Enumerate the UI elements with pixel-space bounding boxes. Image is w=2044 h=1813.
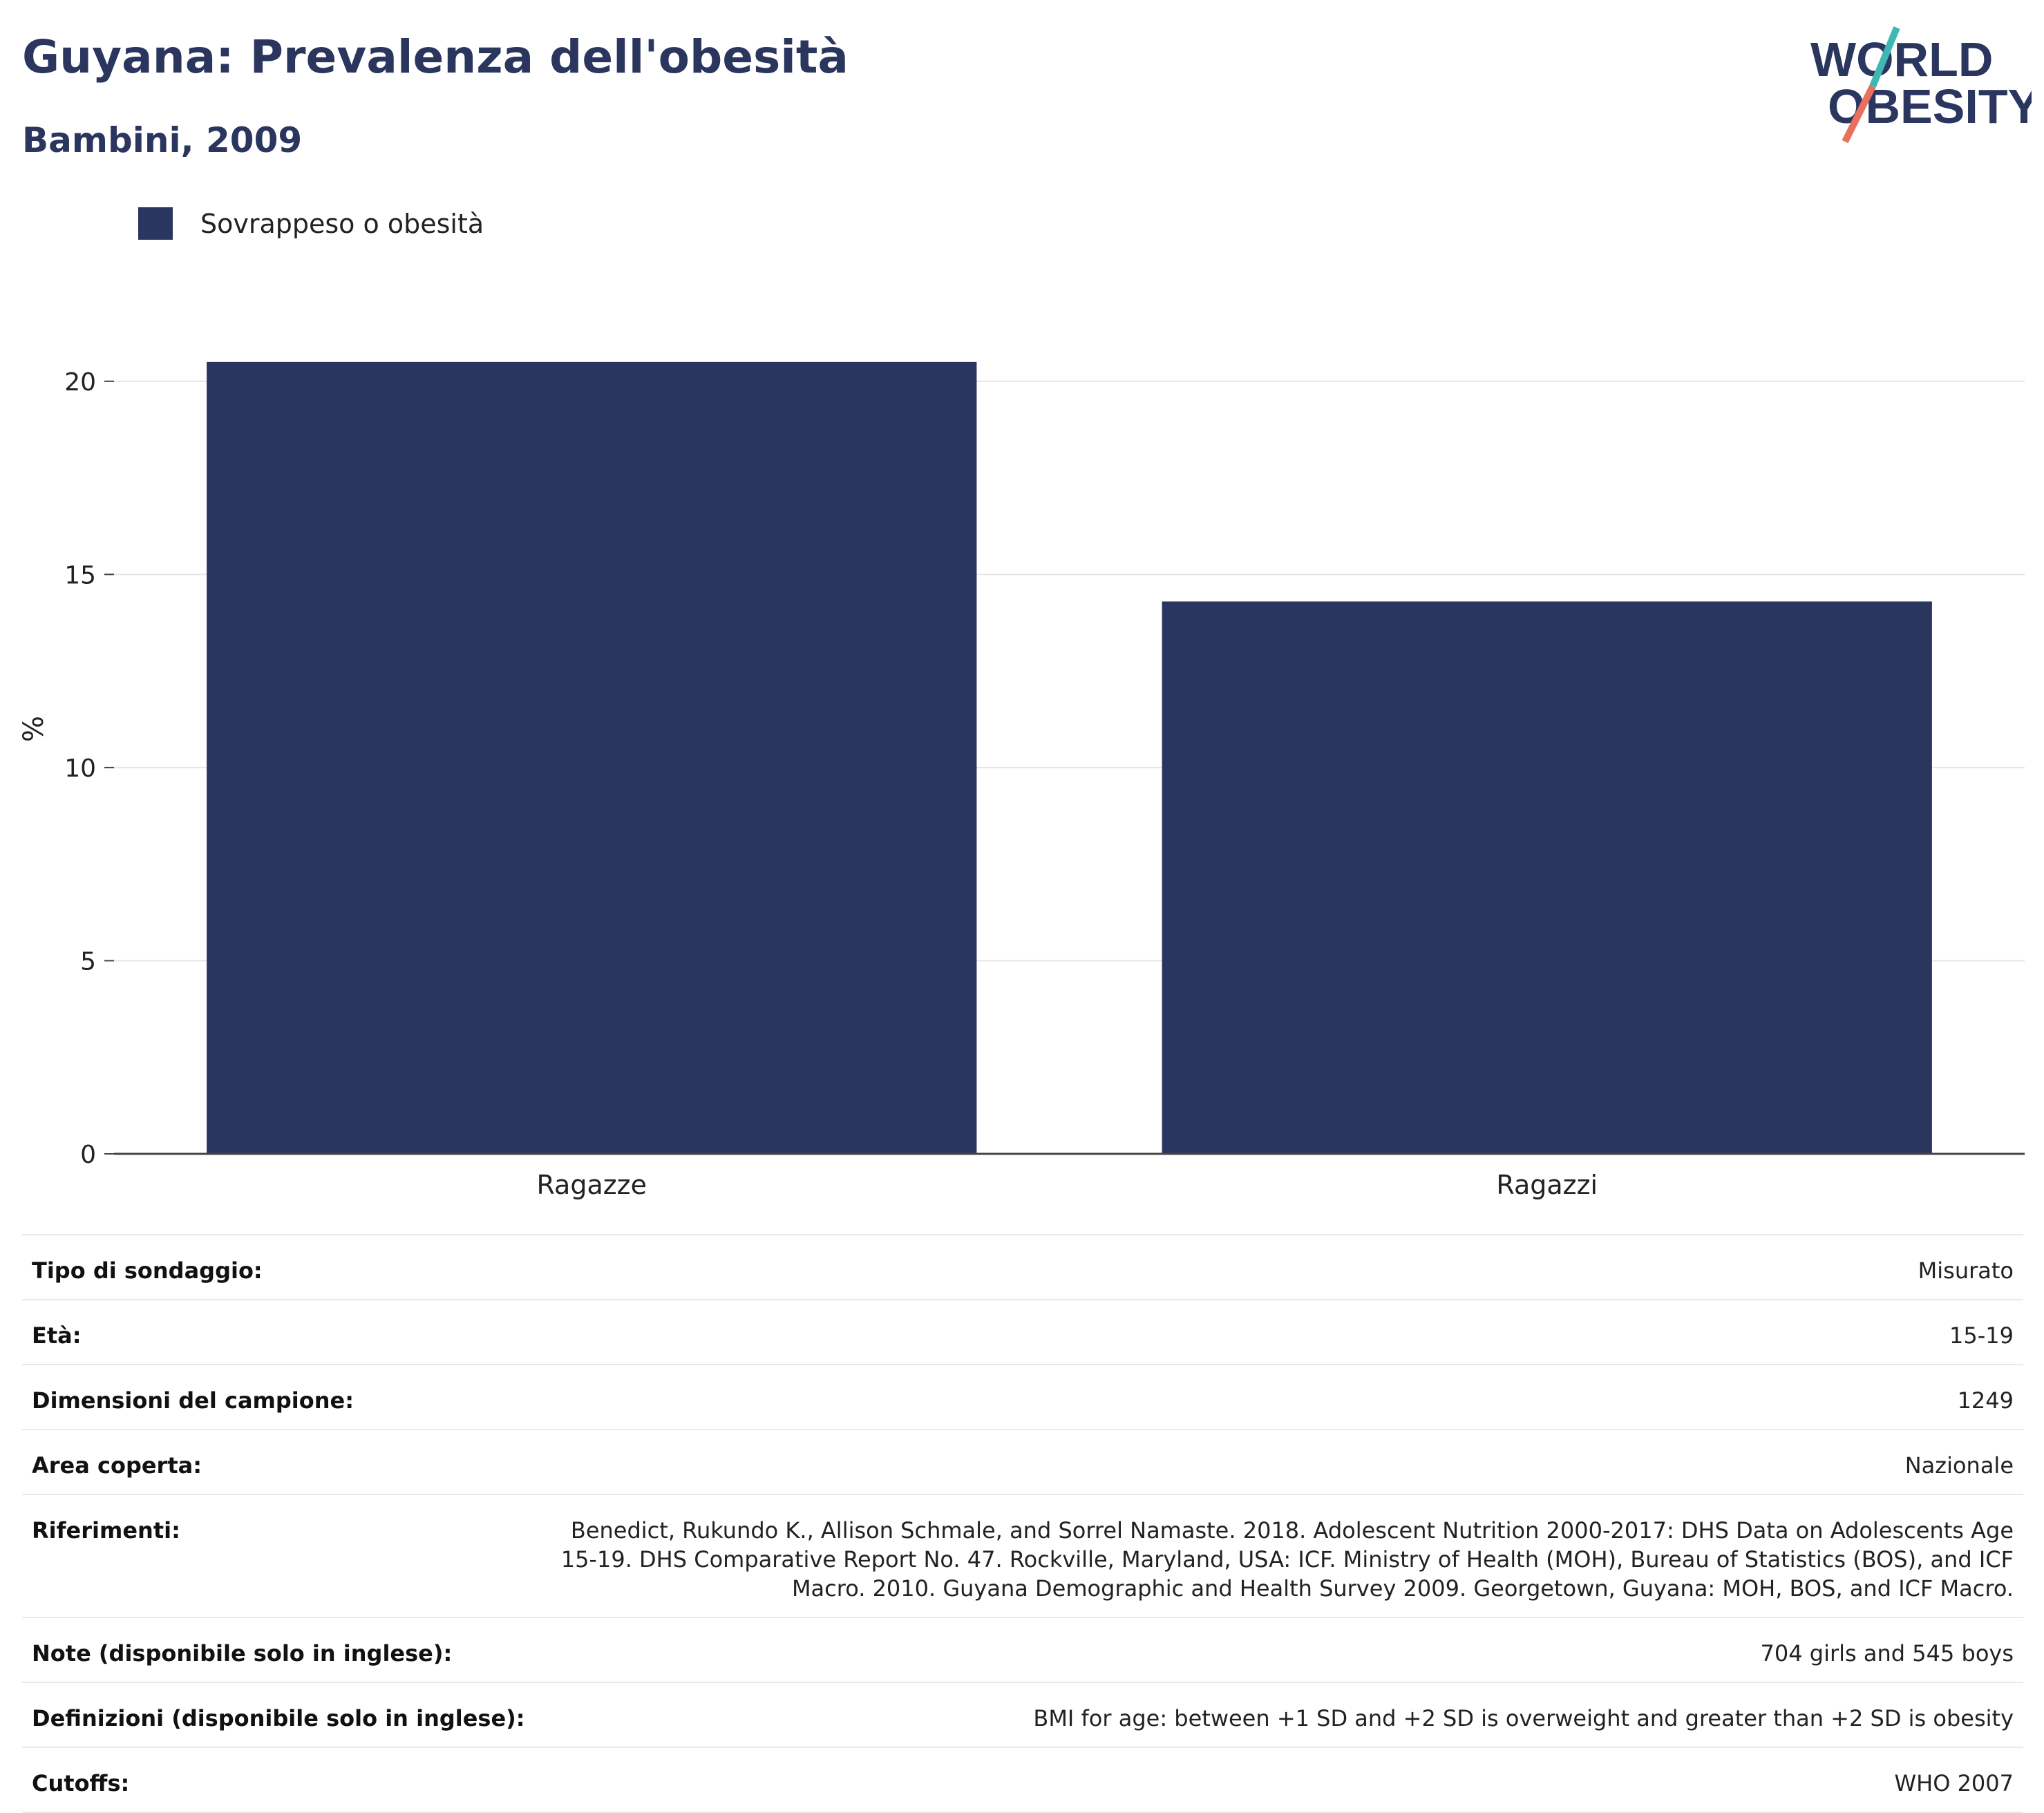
- logo-line-obesity: OBESITY: [1828, 79, 2032, 133]
- info-label: Cutoffs:: [32, 1770, 130, 1796]
- info-value: Benedict, Rukundo K., Allison Schmale, a…: [560, 1517, 2014, 1602]
- y-tick-label: 5: [80, 947, 96, 976]
- info-row: Note (disponibile solo in inglese): 704 g…: [22, 1617, 2023, 1682]
- info-label: Tipo di sondaggio:: [32, 1257, 263, 1284]
- world-obesity-logo: WORLD OBESITY: [1810, 26, 2032, 144]
- info-value: 15-19: [1949, 1322, 2014, 1349]
- info-row: Definizioni (disponibile solo in inglese…: [22, 1682, 2023, 1747]
- info-row: Cutoffs: WHO 2007: [22, 1747, 2023, 1813]
- info-value: 704 girls and 545 boys: [1760, 1640, 2014, 1667]
- legend-swatch: [138, 207, 173, 240]
- info-label: Definizioni (disponibile solo in inglese…: [32, 1705, 525, 1731]
- bar: [207, 361, 977, 1154]
- logo-slash-coral: [1842, 84, 1876, 144]
- y-tick-label: 15: [64, 561, 96, 589]
- bar: [1162, 601, 1932, 1154]
- info-value: BMI for age: between +1 SD and +2 SD is …: [1033, 1705, 2014, 1731]
- info-table: Tipo di sondaggio: Misurato Età: 15-19 Dimen…: [22, 1234, 2023, 1813]
- logo-slash-teal: [1869, 26, 1900, 88]
- info-row: Tipo di sondaggio: Misurato: [22, 1234, 2023, 1299]
- x-tick-label: Ragazze: [536, 1170, 647, 1200]
- info-value: Misurato: [1918, 1257, 2014, 1284]
- info-row: Area coperta: Nazionale: [22, 1429, 2023, 1494]
- chart-title: Guyana: Prevalenza dell'obesità: [22, 30, 849, 84]
- info-label: Area coperta:: [32, 1452, 202, 1479]
- legend-label: Sovrappeso o obesità: [200, 208, 484, 239]
- y-tick-label: 10: [64, 754, 96, 783]
- bar-chart: 0 5 10 15 20 Ragazze Ragazzi%: [18, 361, 2025, 1200]
- y-tick-label: 0: [80, 1141, 96, 1169]
- info-value: WHO 2007: [1894, 1770, 2014, 1796]
- info-value: Nazionale: [1904, 1452, 2014, 1479]
- info-row: Età: 15-19: [22, 1299, 2023, 1364]
- y-axis-title: %: [18, 716, 50, 742]
- info-label: Riferimenti:: [32, 1517, 180, 1544]
- info-label: Età:: [32, 1322, 82, 1349]
- x-tick-label: Ragazzi: [1496, 1170, 1598, 1200]
- logo-line-world: WORLD: [1810, 32, 1993, 86]
- info-label: Note (disponibile solo in inglese):: [32, 1640, 453, 1667]
- info-row: Riferimenti: Benedict, Rukundo K., Alliso…: [22, 1494, 2023, 1617]
- info-value: 1249: [1957, 1387, 2014, 1414]
- info-row: Dimensioni del campione: 1249: [22, 1364, 2023, 1429]
- info-label: Dimensioni del campione:: [32, 1387, 354, 1414]
- y-tick-label: 20: [64, 368, 96, 397]
- chart-legend[interactable]: Sovrappeso o obesità: [138, 207, 484, 240]
- chart-subtitle: Bambini, 2009: [22, 120, 303, 160]
